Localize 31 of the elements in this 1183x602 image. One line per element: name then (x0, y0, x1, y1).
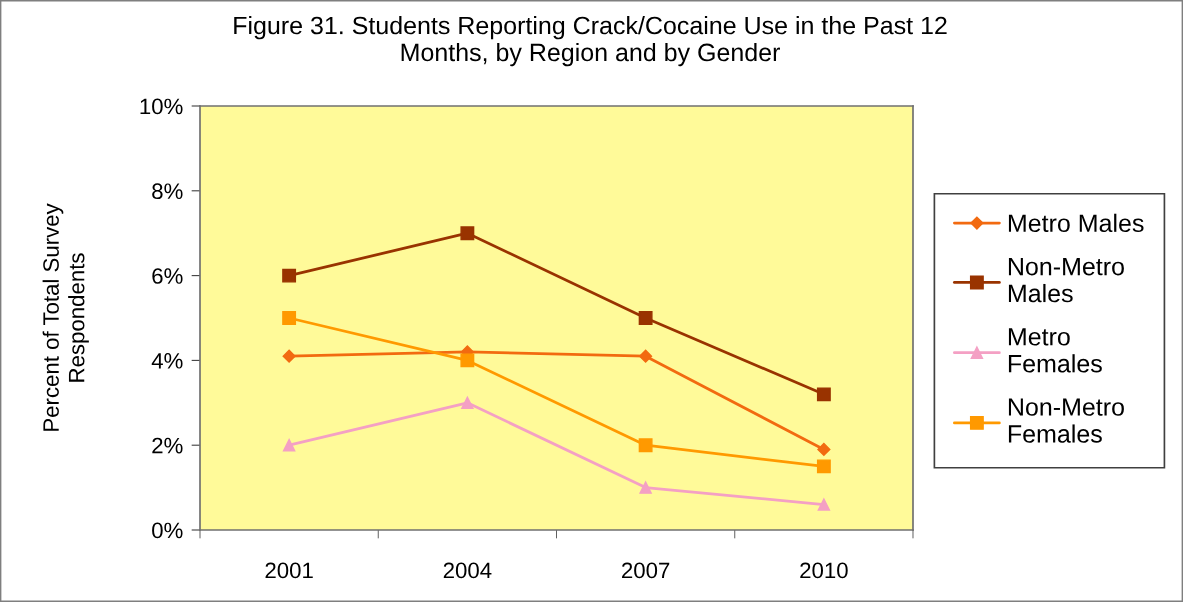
y-tick-label: 6% (152, 268, 183, 284)
point (638, 438, 653, 453)
point (816, 459, 831, 474)
x-tick-label: 2004 (443, 562, 492, 579)
point (638, 311, 653, 325)
point (460, 226, 475, 241)
x-tick-label: 2001 (265, 562, 313, 579)
chart-title: Figure 31. Students Reporting Crack/Cocaine Use in the Past 12 Months, by Region and by Gender (234, 16, 947, 67)
point (282, 268, 297, 283)
y-tick-label: 2% (152, 437, 183, 454)
legend-label: Metro Females (1008, 328, 1102, 373)
y-axis-title: Percent of Total Survey Respondents (42, 203, 89, 431)
point (639, 349, 653, 363)
point (639, 481, 652, 494)
legend-label: Non-Metro Females (1008, 398, 1124, 443)
x-tick-label: 2010 (800, 562, 848, 579)
legend-label: Non-Metro Males (1008, 257, 1124, 303)
y-tick-label: 10% (140, 98, 183, 115)
point (282, 311, 297, 325)
point (282, 349, 296, 363)
point (816, 387, 831, 402)
y-tick-label: 8% (152, 183, 183, 200)
point (282, 438, 296, 452)
point (460, 353, 475, 368)
y-tick-label: 4% (151, 353, 183, 369)
y-tick-label: 0% (152, 522, 183, 539)
point (817, 498, 831, 511)
legend-label: Metro Males (1008, 213, 1144, 233)
x-tick-label: 2007 (622, 562, 670, 579)
point (461, 396, 474, 410)
point (817, 442, 831, 457)
